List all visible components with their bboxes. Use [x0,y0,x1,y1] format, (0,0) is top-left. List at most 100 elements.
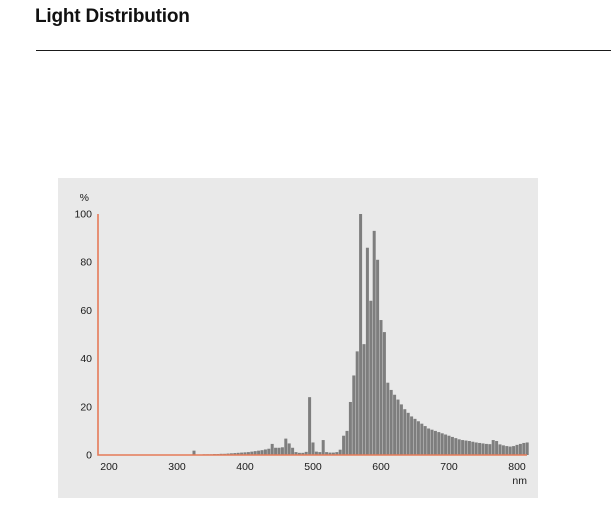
spectrum-bar [457,439,461,455]
y-tick-label: 0 [86,450,92,462]
spectrum-bar [379,320,383,455]
spectrum-bar [454,438,458,455]
spectrum-bar [274,447,278,455]
spectrum-bar [406,412,410,455]
y-tick-label: 40 [80,353,92,365]
spectrum-bars [192,214,529,456]
spectrum-bar [501,445,505,455]
x-tick-label: 400 [236,461,254,473]
y-tick-label: 20 [80,401,92,413]
spectrum-bar [396,399,400,455]
y-tick-label: 80 [80,257,92,269]
y-tick-label: 100 [74,209,92,221]
spectrum-bar [257,450,261,455]
y-tick-label: 60 [80,305,92,317]
spectrum-bar [304,451,308,455]
spectrum-bar [403,409,407,455]
spectrum-bar [478,442,482,455]
spectrum-bar [399,404,403,455]
spectrum-bar [311,442,315,455]
spectrum-bar [467,441,471,455]
x-tick-label: 200 [100,461,118,473]
spectrum-bar [369,300,373,455]
spectrum-bar [488,444,492,455]
spectrum-bar [430,429,434,455]
y-tick-labels: 0 20 40 60 80 100 [74,209,92,462]
spectrum-bar [240,452,244,455]
spectrum-bar [301,452,305,455]
spectrum-bar [522,442,526,455]
spectrum-bar [464,440,468,455]
x-tick-label: 700 [440,461,458,473]
chart-panel: % 0 20 40 60 80 100 200 300 400 500 600 700 800 nm [58,178,538,498]
spectrum-bar [331,452,335,455]
spectrum-bar [505,446,509,455]
spectrum-bar [362,344,366,455]
spectrum-bar [328,452,332,455]
spectrum-bar [359,214,363,455]
spectrum-bar [512,446,516,455]
spectrum-bar [308,397,312,455]
spectrum-bar [321,440,325,455]
spectrum-bar [427,428,431,455]
spectrum-bar [345,430,349,455]
spectrum-bar [376,259,380,455]
spectrum-bar [260,450,264,455]
x-tick-label: 300 [168,461,186,473]
spectrum-bar [291,447,295,455]
x-tick-label: 800 [508,461,526,473]
spectrum-bar [352,375,356,455]
spectrum-bar [518,443,522,455]
spectrum-bar [192,450,196,455]
spectrum-bar [246,452,250,455]
spectrum-bar [393,394,397,455]
spectrum-bar [338,449,342,455]
spectrum-bar [372,230,376,455]
spectrum-bar [342,435,346,455]
spectrum-bar [297,452,301,455]
spectrum-bar [335,452,339,455]
spectrum-bar [471,441,475,456]
spectrum-bar [491,440,495,455]
spectrum-bar [233,453,237,455]
spectrum-bar [263,449,267,455]
spectrum-bar [229,453,233,455]
spectrum-bar [365,247,369,455]
spectrum-bar [355,351,359,455]
spectrum-bar [450,436,454,456]
spectrum-bar [410,416,414,455]
spectrum-bar [444,434,448,455]
spectrum-bar [461,440,465,455]
spectrum-bar [267,448,271,455]
spectrum-chart-svg: % 0 20 40 60 80 100 200 300 400 500 600 700 800 nm [58,178,538,498]
x-tick-label: 600 [372,461,390,473]
spectrum-bar [287,443,291,455]
page-title: Light Distribution [35,6,190,27]
x-tick-label: 500 [304,461,322,473]
spectrum-bar [294,452,298,455]
spectrum-bar [437,432,441,455]
spectrum-bar [440,433,444,455]
spectrum-bar [484,443,488,455]
spectrum-bar [498,444,502,455]
spectrum-bar [416,421,420,455]
spectrum-bar [270,443,274,455]
spectrum-bar [253,451,257,455]
title-divider [36,50,611,51]
spectrum-bar [420,423,424,455]
spectrum-bar [280,447,284,455]
spectrum-bar [250,451,254,455]
y-axis-unit-label: % [80,192,89,204]
axis-lines [97,214,527,456]
spectrum-bar [314,451,318,455]
spectrum-bar [386,382,390,455]
spectrum-bar [382,332,386,455]
spectrum-bar [284,438,288,455]
spectrum-bar [348,401,352,455]
spectrum-bar [389,389,393,455]
spectrum-bar [474,442,478,455]
spectrum-bar [481,443,485,455]
spectrum-bar [447,435,451,455]
x-axis-unit-label: nm [512,475,527,487]
spectrum-bar [325,452,329,455]
